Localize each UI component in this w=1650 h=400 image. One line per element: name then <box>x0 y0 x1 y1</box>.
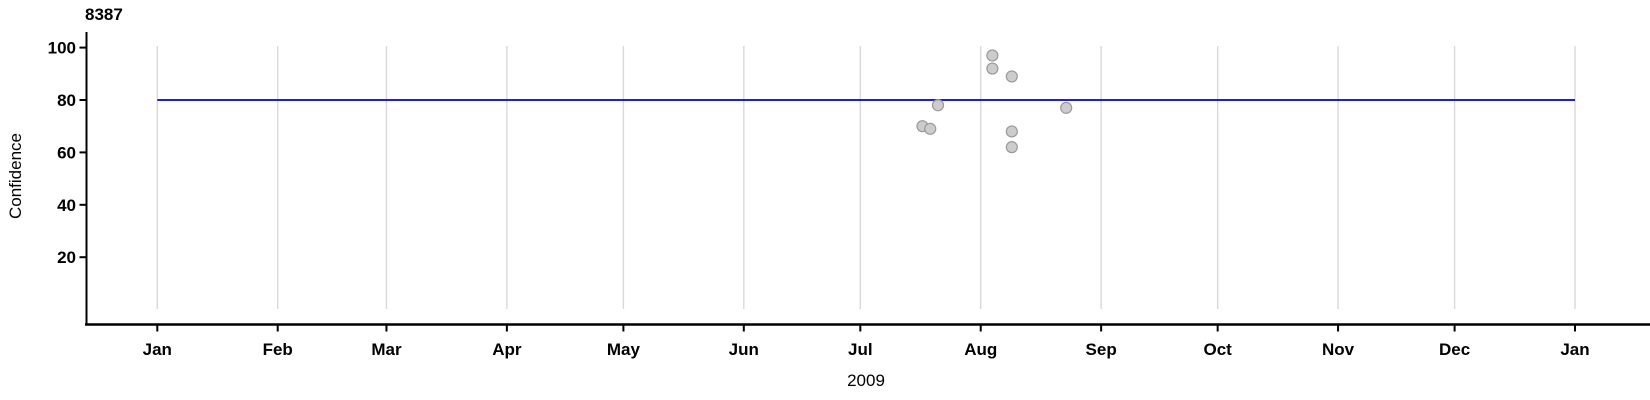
y-axis-title: Confidence <box>6 132 25 220</box>
y-tick-label: 40 <box>57 196 76 215</box>
data-point <box>986 49 999 62</box>
x-tick-label: Sep <box>1086 340 1117 359</box>
x-axis-title: 2009 <box>847 371 885 390</box>
x-tick-label: Jan <box>1560 340 1589 359</box>
data-point <box>1005 70 1018 83</box>
data-point <box>1060 101 1073 114</box>
x-tick-label: Jan <box>143 340 172 359</box>
data-point <box>1005 125 1018 138</box>
x-tick-label: May <box>607 340 641 359</box>
chart-title: 8387 <box>85 5 123 24</box>
x-tick-label: Apr <box>492 340 522 359</box>
y-tick-label: 80 <box>57 91 76 110</box>
x-tick-label: Mar <box>371 340 402 359</box>
y-tick-label: 60 <box>57 143 76 162</box>
x-tick-label: Dec <box>1439 340 1470 359</box>
x-tick-label: Jul <box>848 340 873 359</box>
x-tick-label: Jun <box>729 340 759 359</box>
data-point <box>986 62 999 75</box>
x-tick-label: Oct <box>1203 340 1232 359</box>
x-tick-label: Aug <box>964 340 997 359</box>
data-point <box>931 99 945 112</box>
y-tick-label: 100 <box>48 39 76 58</box>
data-point <box>924 122 937 135</box>
y-tick-label: 20 <box>57 248 76 267</box>
x-tick-label: Nov <box>1322 340 1355 359</box>
data-point <box>1005 141 1018 154</box>
x-tick-label: Feb <box>263 340 293 359</box>
